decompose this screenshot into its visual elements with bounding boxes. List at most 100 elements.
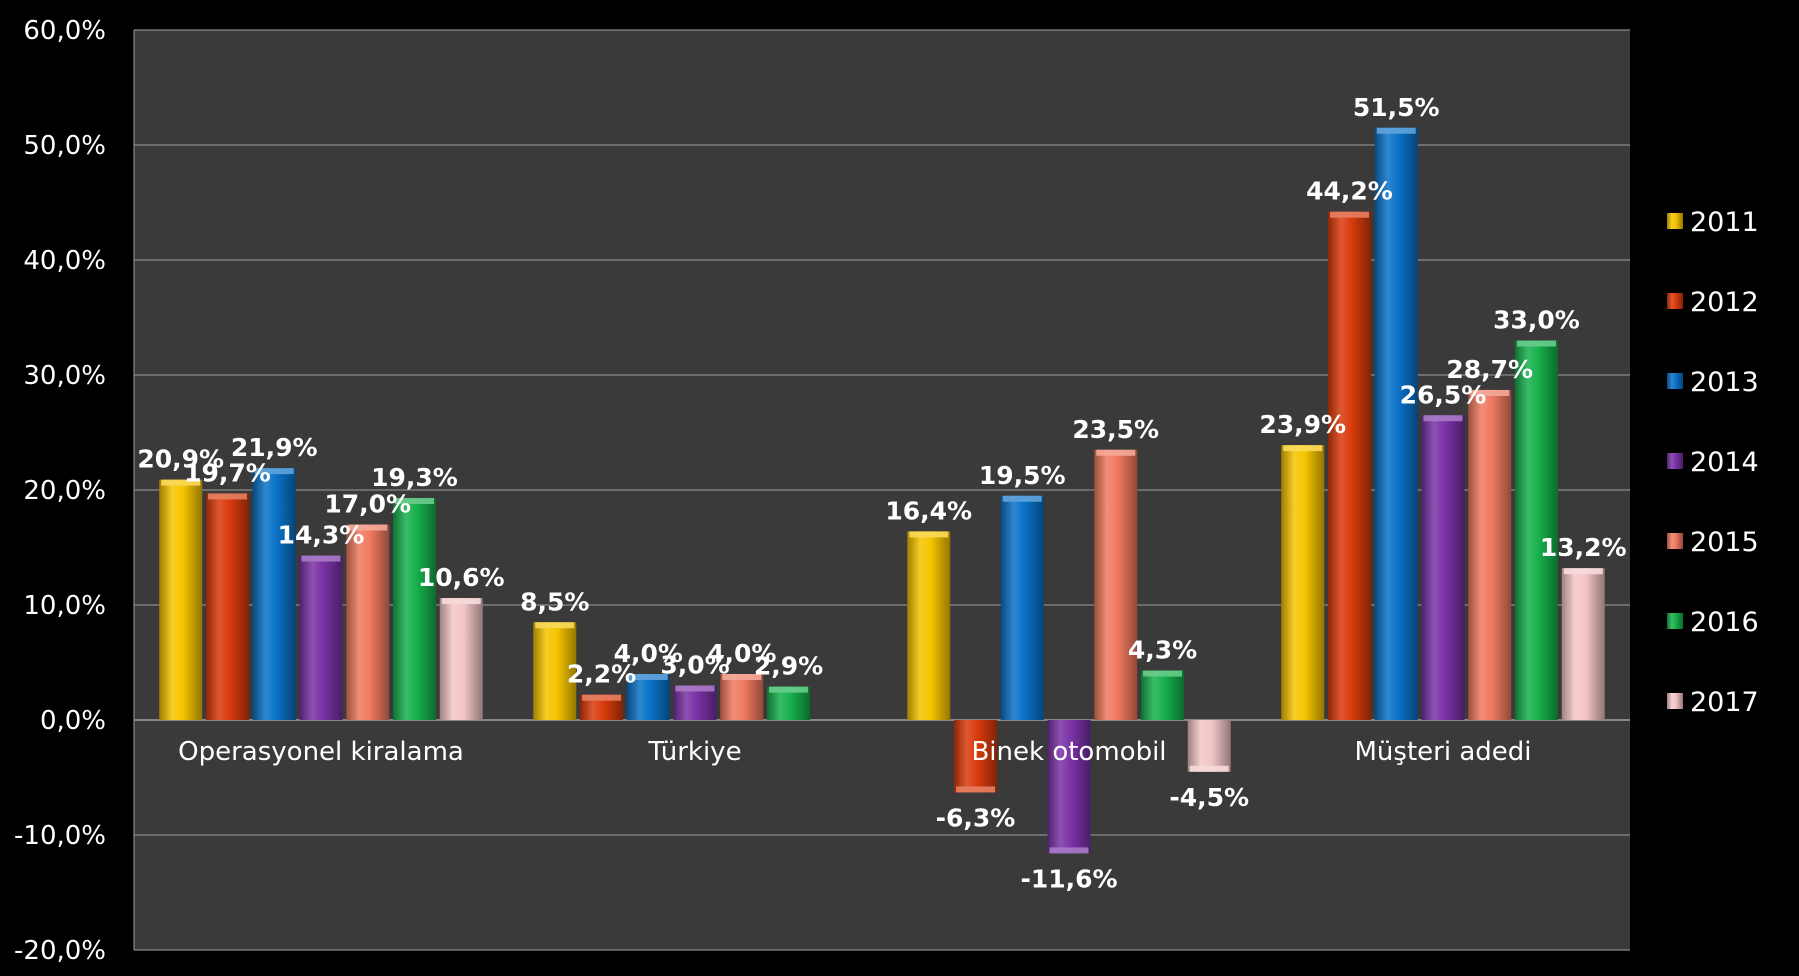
legend-swatch bbox=[1667, 373, 1683, 389]
bar-cap bbox=[909, 531, 949, 538]
bar-cap bbox=[628, 674, 668, 680]
bar bbox=[907, 531, 951, 720]
legend-label: 2014 bbox=[1690, 447, 1759, 478]
data-label: -6,3% bbox=[936, 803, 1016, 832]
bar bbox=[1468, 389, 1512, 720]
legend-swatch bbox=[1667, 293, 1683, 309]
bar bbox=[1187, 720, 1231, 772]
legend-swatch bbox=[1667, 613, 1683, 629]
bar-cap bbox=[1516, 340, 1557, 347]
bar-cap bbox=[348, 524, 388, 531]
bar-cap bbox=[161, 479, 201, 486]
legend-label: 2015 bbox=[1690, 527, 1759, 558]
y-tick-label: 10,0% bbox=[23, 591, 106, 621]
bar bbox=[1327, 211, 1372, 720]
bar-cap bbox=[955, 786, 996, 793]
data-label: 16,4% bbox=[885, 496, 972, 525]
data-label: 44,2% bbox=[1306, 177, 1393, 206]
bar-cap bbox=[722, 674, 762, 680]
data-label: 10,6% bbox=[418, 563, 505, 592]
data-label: 19,3% bbox=[371, 463, 458, 492]
legend-swatch bbox=[1667, 693, 1683, 709]
data-label: 4,3% bbox=[1128, 636, 1197, 665]
legend-label: 2016 bbox=[1690, 607, 1759, 638]
bar-cap bbox=[207, 493, 248, 500]
data-label: 4,0% bbox=[614, 639, 683, 668]
category-label: Türkiye bbox=[647, 737, 741, 767]
bar-cap bbox=[1049, 847, 1089, 854]
data-label: 2,2% bbox=[567, 660, 636, 689]
bars bbox=[159, 127, 1605, 854]
bar bbox=[1140, 670, 1185, 720]
y-tick-label: 40,0% bbox=[23, 246, 106, 276]
bar bbox=[1047, 720, 1091, 854]
bar-cap bbox=[1096, 449, 1136, 456]
bar-cap bbox=[1329, 211, 1370, 218]
bar bbox=[1421, 415, 1465, 720]
y-tick-label: -20,0% bbox=[14, 936, 106, 966]
bar-cap bbox=[675, 685, 715, 692]
y-axis: 60,0% 50,0% 40,0% 30,0% 20,0% 10,0% 0,0% -10,0%… bbox=[14, 16, 135, 966]
bar bbox=[205, 493, 250, 720]
data-label: 19,5% bbox=[979, 461, 1066, 490]
data-label: 19,7% bbox=[184, 458, 271, 487]
bar bbox=[720, 674, 764, 720]
bar bbox=[252, 468, 296, 720]
category-label: Binek otomobil bbox=[971, 737, 1166, 767]
category-label: Müşteri adedi bbox=[1355, 737, 1532, 767]
bar-cap bbox=[1189, 765, 1229, 772]
y-tick-label: 60,0% bbox=[23, 16, 106, 46]
bar-cap bbox=[581, 694, 622, 701]
bar-cap bbox=[1376, 127, 1416, 134]
bar bbox=[1561, 568, 1605, 720]
bar bbox=[626, 674, 670, 720]
data-label: 33,0% bbox=[1493, 306, 1580, 335]
data-label: -11,6% bbox=[1020, 864, 1117, 893]
bar-cap bbox=[441, 598, 481, 605]
data-label: 17,0% bbox=[324, 490, 411, 519]
data-label: 8,5% bbox=[520, 587, 589, 616]
legend-swatch bbox=[1667, 533, 1683, 549]
bar bbox=[346, 524, 390, 720]
data-label: 4,0% bbox=[707, 639, 776, 668]
data-label: 51,5% bbox=[1353, 93, 1440, 122]
legend-label: 2017 bbox=[1690, 687, 1759, 718]
bar-cap bbox=[394, 498, 435, 505]
data-label: 28,7% bbox=[1446, 355, 1533, 384]
bar-cap bbox=[1283, 445, 1323, 452]
bar bbox=[159, 479, 203, 720]
legend-swatch bbox=[1667, 213, 1683, 229]
bar-cap bbox=[535, 622, 575, 629]
bar-cap bbox=[1002, 495, 1042, 502]
bar-cap bbox=[768, 686, 809, 693]
bar bbox=[1094, 449, 1138, 720]
bar bbox=[299, 555, 343, 720]
data-label: 21,9% bbox=[231, 433, 318, 462]
bar bbox=[439, 598, 483, 720]
category-labels: Operasyonel kiralama Türkiye Binek otomobi… bbox=[178, 737, 1531, 767]
bar-cap bbox=[1142, 670, 1183, 677]
bar-cap bbox=[254, 468, 294, 475]
data-labels: 20,9%19,7%21,9% 14,3%17,0%19,3% 10,6% 8,5% 2… bbox=[137, 93, 1626, 894]
data-label: 14,3% bbox=[278, 521, 365, 550]
bar bbox=[953, 720, 998, 793]
bar bbox=[533, 622, 577, 720]
y-tick-label: 20,0% bbox=[23, 476, 106, 506]
legend-swatch bbox=[1667, 453, 1683, 469]
bar-cap bbox=[1470, 389, 1510, 396]
y-tick-label: 0,0% bbox=[40, 706, 106, 736]
bar bbox=[392, 498, 437, 720]
y-tick-label: 30,0% bbox=[23, 361, 106, 391]
bar-cap bbox=[1423, 415, 1463, 422]
y-tick-label: -10,0% bbox=[14, 821, 106, 851]
category-label: Operasyonel kiralama bbox=[178, 737, 464, 767]
data-label: 13,2% bbox=[1540, 533, 1627, 562]
data-label: 26,5% bbox=[1400, 380, 1487, 409]
legend: 2011 2012 2013 2014 2015 2016 2017 bbox=[1667, 207, 1759, 718]
bar bbox=[1374, 127, 1418, 720]
data-label: -4,5% bbox=[1169, 783, 1249, 812]
bar-cap bbox=[1563, 568, 1603, 575]
data-label: 2,9% bbox=[754, 652, 823, 681]
legend-label: 2012 bbox=[1690, 287, 1759, 318]
